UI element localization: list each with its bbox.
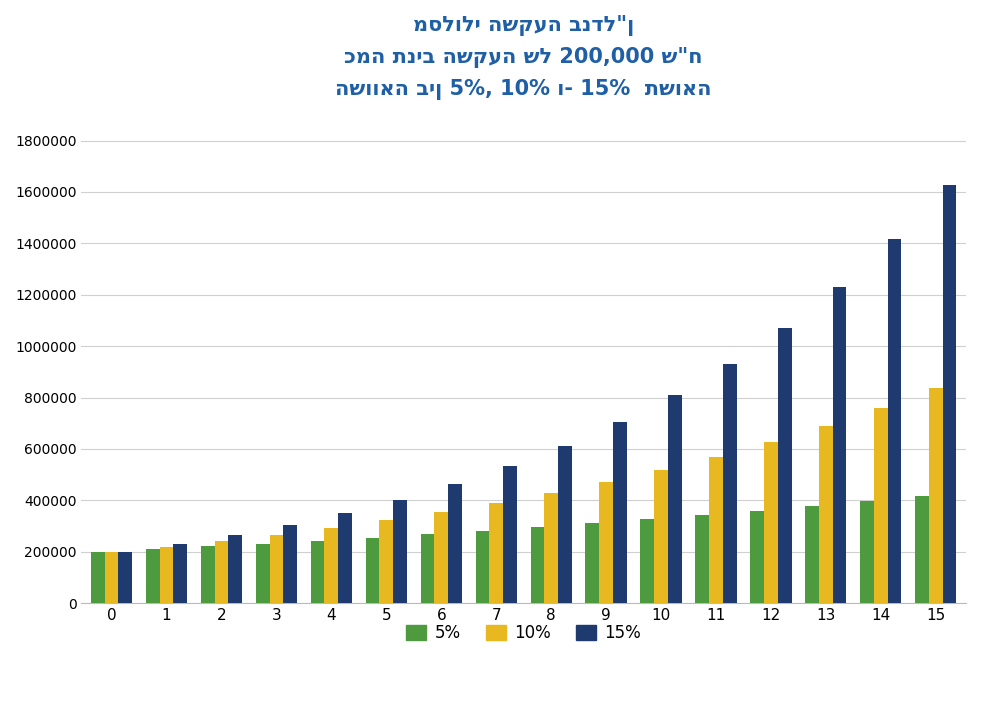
Bar: [174, 544, 187, 603]
Bar: [160, 547, 174, 603]
Bar: [325, 528, 338, 603]
Bar: [641, 520, 654, 603]
Bar: [860, 501, 874, 603]
Bar: [544, 493, 558, 603]
Bar: [833, 287, 847, 603]
Bar: [696, 515, 709, 603]
Bar: [709, 456, 723, 603]
Bar: [888, 240, 902, 603]
Bar: [215, 541, 229, 603]
Bar: [284, 525, 297, 603]
Bar: [119, 552, 132, 603]
Bar: [668, 395, 682, 603]
Bar: [270, 535, 284, 603]
Title: מסלולי השקעה בנדל"ן
כמה תניב השקעה של 200,000 ש"ח
השוואה בין 5%, 10% ו- 15%  תשו: מסלולי השקעה בנדל"ן כמה תניב השקעה של 20…: [336, 15, 712, 101]
Bar: [146, 549, 160, 603]
Bar: [311, 540, 325, 603]
Bar: [490, 503, 503, 603]
Bar: [338, 513, 352, 603]
Bar: [421, 534, 435, 603]
Bar: [476, 531, 490, 603]
Bar: [531, 527, 544, 603]
Bar: [750, 511, 764, 603]
Legend: 5%, 10%, 15%: 5%, 10%, 15%: [399, 617, 647, 649]
Bar: [778, 328, 792, 603]
Bar: [654, 470, 668, 603]
Bar: [435, 512, 448, 603]
Bar: [558, 446, 572, 603]
Bar: [448, 484, 462, 603]
Bar: [201, 546, 215, 603]
Bar: [366, 538, 380, 603]
Bar: [613, 422, 627, 603]
Bar: [805, 506, 819, 603]
Bar: [586, 523, 599, 603]
Bar: [503, 466, 517, 603]
Bar: [91, 552, 105, 603]
Bar: [943, 185, 956, 603]
Bar: [105, 552, 119, 603]
Bar: [764, 442, 778, 603]
Bar: [229, 535, 242, 603]
Bar: [380, 520, 393, 603]
Bar: [599, 482, 613, 603]
Bar: [393, 500, 407, 603]
Bar: [915, 496, 929, 603]
Bar: [723, 364, 737, 603]
Bar: [929, 389, 943, 603]
Bar: [256, 543, 270, 603]
Bar: [874, 408, 888, 603]
Bar: [819, 426, 833, 603]
